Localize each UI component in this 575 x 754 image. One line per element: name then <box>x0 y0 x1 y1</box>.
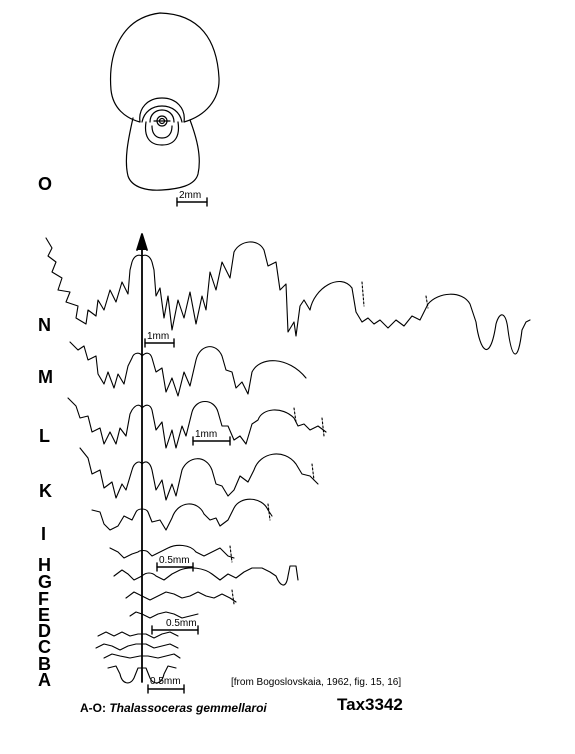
stage-label-b: B <box>38 654 51 674</box>
stage-label-g: G <box>38 572 53 592</box>
suture-stage-m <box>69 341 307 397</box>
scale-bar-stage-a <box>147 684 185 694</box>
scale-bar-stage-n <box>144 338 175 348</box>
source-citation: [from Bogoslovskaia, 1962, fig. 15, 16] <box>231 677 402 688</box>
stage-label-c: C <box>38 637 51 657</box>
stage-label-e: E <box>38 605 51 625</box>
suture-stage-d <box>97 631 179 639</box>
suture-stage-c <box>95 643 179 651</box>
suture-stage-l <box>67 397 327 449</box>
scale-label-stage-d: 0.5mm <box>166 618 197 629</box>
suture-stage-b <box>103 653 181 659</box>
suture-stage-g <box>113 565 299 586</box>
scale-label-stage-n: 1mm <box>147 331 170 342</box>
stage-label-h: H <box>38 555 51 575</box>
taxon-id: Tax3342 <box>337 695 403 714</box>
stage-label-l: L <box>39 426 50 446</box>
suture-stage-a <box>107 665 177 684</box>
scale-bars <box>144 197 231 694</box>
figure-caption: A-O: Thalassoceras gemmellaroi <box>80 701 267 715</box>
scale-bar-stage-l <box>192 436 231 446</box>
stage-label-k: K <box>39 481 52 501</box>
suture-stage-e <box>129 611 199 619</box>
suture-stage-i <box>91 498 273 531</box>
scale-bar-stage-d <box>151 625 199 635</box>
scale-label-stage-a: 0.5mm <box>150 676 181 687</box>
stage-label-d: D <box>38 621 51 641</box>
ventral-axis <box>136 233 148 683</box>
species-name: Thalassoceras gemmellaroi <box>109 701 267 715</box>
scale-bar-cross-section <box>176 197 208 207</box>
stage-label-a: A <box>38 670 51 690</box>
stage-label-o: O <box>38 174 53 194</box>
shell-cross-section <box>109 12 220 191</box>
stage-label-f: F <box>38 589 49 609</box>
scale-label-stage-h: 0.5mm <box>159 555 190 566</box>
scale-label-cross-section: 2mm <box>179 190 202 201</box>
stage-label-m: M <box>38 367 53 387</box>
stage-label-i: I <box>41 524 47 544</box>
suture-stage-k <box>79 447 319 501</box>
suture-lines <box>45 237 531 684</box>
stage-label-n: N <box>38 315 51 335</box>
scale-bar-stage-h <box>156 562 194 572</box>
caption-prefix: A-O: <box>80 701 110 715</box>
suture-stage-n <box>45 237 531 355</box>
suture-stage-f <box>125 591 237 603</box>
suture-stage-h <box>109 544 235 559</box>
scale-label-stage-l: 1mm <box>195 429 218 440</box>
